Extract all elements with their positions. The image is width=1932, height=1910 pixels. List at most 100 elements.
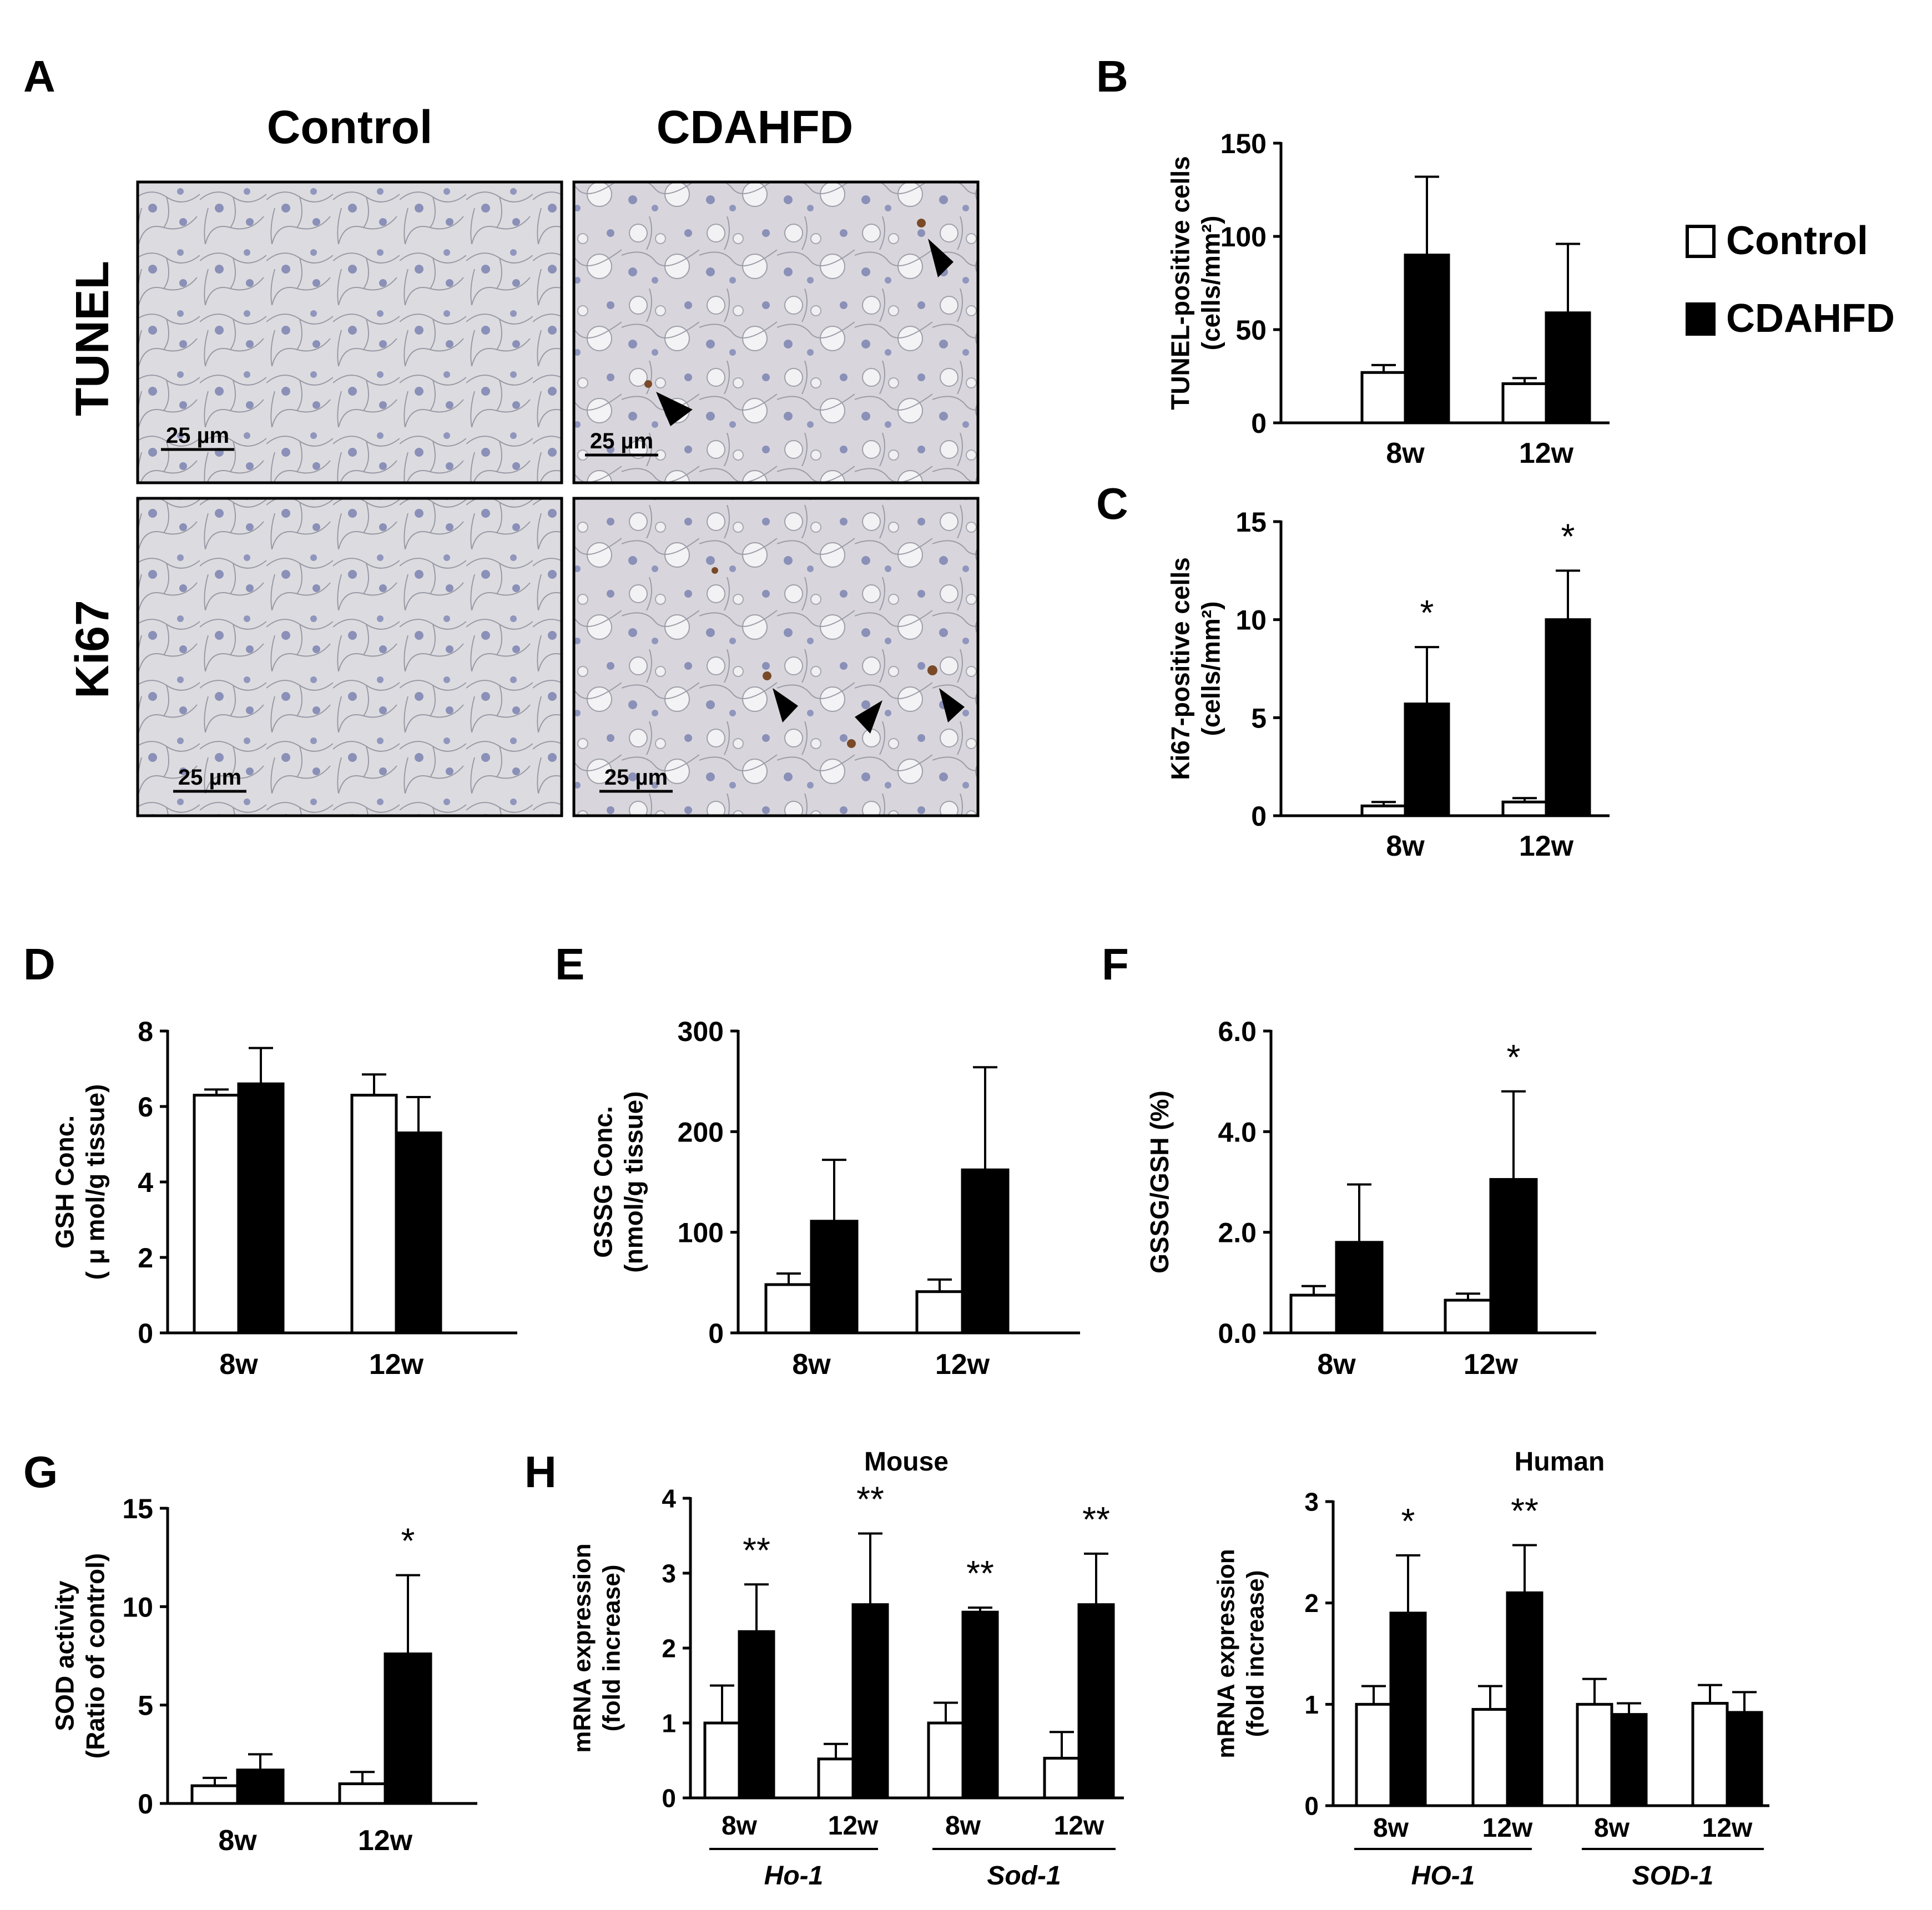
bar-cdahfd <box>738 1630 775 1800</box>
panel-letter-f: F <box>1102 939 1129 989</box>
x-tick-label: 12w <box>828 1811 879 1841</box>
legend-label-cdahfd: CDAHFD <box>1726 296 1895 341</box>
y-tick-label: 1 <box>662 1709 676 1738</box>
bar-cdahfd <box>395 1131 442 1335</box>
bar-cdahfd <box>851 1603 889 1800</box>
chart-c: 0 5 10 15 Ki67-positive cells (cells/mm²) 8w 12… <box>1166 507 1610 862</box>
y-axis-label: GSSG Conc. <box>588 1106 617 1257</box>
y-tick-label: 300 <box>678 1016 724 1047</box>
bar-control <box>703 1721 741 1800</box>
bar-control <box>817 1757 855 1800</box>
x-tick-label: 12w <box>1519 830 1574 862</box>
bar-control <box>1471 1707 1509 1807</box>
arrowhead-icon <box>928 239 954 277</box>
y-tick-label: 0 <box>138 1318 153 1349</box>
bar-control <box>1576 1702 1613 1807</box>
chart-title-mouse: Mouse <box>864 1447 949 1477</box>
bar-control <box>927 1721 965 1800</box>
y-tick-label: 100 <box>1220 221 1267 252</box>
panel-letter-e: E <box>555 939 584 989</box>
micrograph-ki67-cdahfd <box>572 497 980 817</box>
positive-nucleus <box>712 567 718 574</box>
bar-cdahfd <box>1545 311 1591 425</box>
significance-marker: * <box>1401 1501 1415 1541</box>
y-axis-label: ( μ mol/g tissue) <box>81 1084 110 1280</box>
y-tick-label: 2 <box>138 1242 153 1274</box>
y-axis-label: Ki67-positive cells <box>1166 557 1194 780</box>
x-tick-label: 12w <box>1464 1348 1519 1381</box>
y-axis-label: TUNEL-positive cells <box>1166 156 1194 410</box>
column-label-control: Control <box>267 101 433 153</box>
chart-h-mouse: 0 1 2 3 4 mRNA expression (fold increase) 8w 12w… <box>569 1479 1124 1841</box>
panel-letter-c: C <box>1096 479 1128 528</box>
bar-cdahfd <box>1489 1178 1538 1335</box>
y-tick-label: 5 <box>1251 703 1267 734</box>
y-tick-label: 15 <box>122 1493 153 1524</box>
positive-nucleus <box>927 665 937 675</box>
micrograph-tunel-control <box>136 180 563 484</box>
bar-control <box>1501 382 1548 425</box>
panel-letter-d: D <box>23 939 56 989</box>
y-tick-label: 10 <box>122 1591 153 1623</box>
chart-b: 0 50 100 150 TUNEL-positive cells (cells/mm²)… <box>1166 128 1610 469</box>
bar-control <box>1355 1702 1393 1807</box>
bar-control <box>190 1784 239 1805</box>
x-tick-label: 8w <box>218 1825 257 1857</box>
y-tick-label: 10 <box>1235 605 1267 636</box>
y-axis-label: mRNA expression <box>1213 1549 1240 1758</box>
y-axis-label: GSSG/GSH (%) <box>1145 1090 1174 1274</box>
x-tick-label: 8w <box>792 1348 831 1381</box>
bar-control <box>1360 804 1407 817</box>
y-axis-label: SOD activity <box>50 1580 79 1731</box>
x-tick-label: 8w <box>1317 1348 1356 1381</box>
significance-marker: ** <box>1511 1491 1538 1531</box>
legend-label-control: Control <box>1726 219 1868 263</box>
bar-cdahfd <box>810 1220 859 1335</box>
y-tick-label: 0.0 <box>1218 1318 1257 1349</box>
x-tick-label: 12w <box>1054 1811 1104 1841</box>
positive-nucleus <box>763 671 771 680</box>
x-tick-label: 12w <box>369 1348 424 1381</box>
y-tick-label: 4.0 <box>1218 1116 1257 1148</box>
y-axis-label: (cells/mm²) <box>1197 602 1225 736</box>
bar-control <box>350 1094 398 1335</box>
chart-e: 0 100 200 300 GSSG Conc. (nmol/g tissue) 8w 12w <box>588 1016 1080 1381</box>
bar-control <box>1444 1298 1492 1335</box>
x-tick-label: 12w <box>1482 1813 1533 1843</box>
y-axis-label: (Ratio of control) <box>81 1553 110 1759</box>
significance-marker: * <box>1507 1037 1521 1077</box>
y-tick-label: 150 <box>1220 128 1267 159</box>
bar-control <box>1360 371 1407 425</box>
bar-cdahfd <box>1506 1591 1543 1807</box>
x-tick-label: 8w <box>722 1811 758 1841</box>
y-tick-label: 3 <box>662 1559 676 1588</box>
scale-bar-label: 25 µm <box>604 765 668 790</box>
bar-cdahfd <box>1726 1711 1763 1807</box>
x-tick-label: 12w <box>935 1348 990 1381</box>
bar-cdahfd <box>1077 1603 1115 1800</box>
bar-cdahfd <box>1389 1611 1427 1807</box>
y-tick-label: 100 <box>678 1217 724 1249</box>
group-label-ho1-human: HO-1 <box>1411 1861 1475 1891</box>
bar-control <box>764 1283 813 1335</box>
panel-letter-g: G <box>23 1447 58 1497</box>
y-tick-label: 1 <box>1304 1690 1319 1719</box>
chart-d: 0 2 4 6 8 GSH Conc.( μ mol/g tissue) 8w 12w <box>50 1016 517 1381</box>
group-label-sod1-human: SOD-1 <box>1632 1861 1714 1891</box>
y-tick-label: 5 <box>138 1690 153 1721</box>
x-tick-label: 8w <box>1386 830 1425 862</box>
chart-g: 0 5 10 15 SOD activity (Ratio of control) 8w 12… <box>50 1493 477 1857</box>
chart-h-human: 0 1 2 3 mRNA expression (fold increase) 8w 12w 8… <box>1213 1488 1769 1843</box>
column-label-cdahfd: CDAHFD <box>657 101 854 153</box>
bar-control <box>915 1290 964 1335</box>
y-tick-label: 200 <box>678 1116 724 1148</box>
x-tick-label: 8w <box>1373 1813 1409 1843</box>
row-label-ki67: Ki67 <box>66 600 118 698</box>
positive-nucleus <box>644 380 652 388</box>
y-axis-label: (cells/mm²) <box>1197 216 1225 351</box>
y-tick-label: 0 <box>1251 801 1267 832</box>
chart-f: 0.0 2.0 4.0 6.0 GSSG/GSH (%) 8w 12w * <box>1145 1016 1596 1381</box>
y-tick-label: 0 <box>708 1318 724 1349</box>
